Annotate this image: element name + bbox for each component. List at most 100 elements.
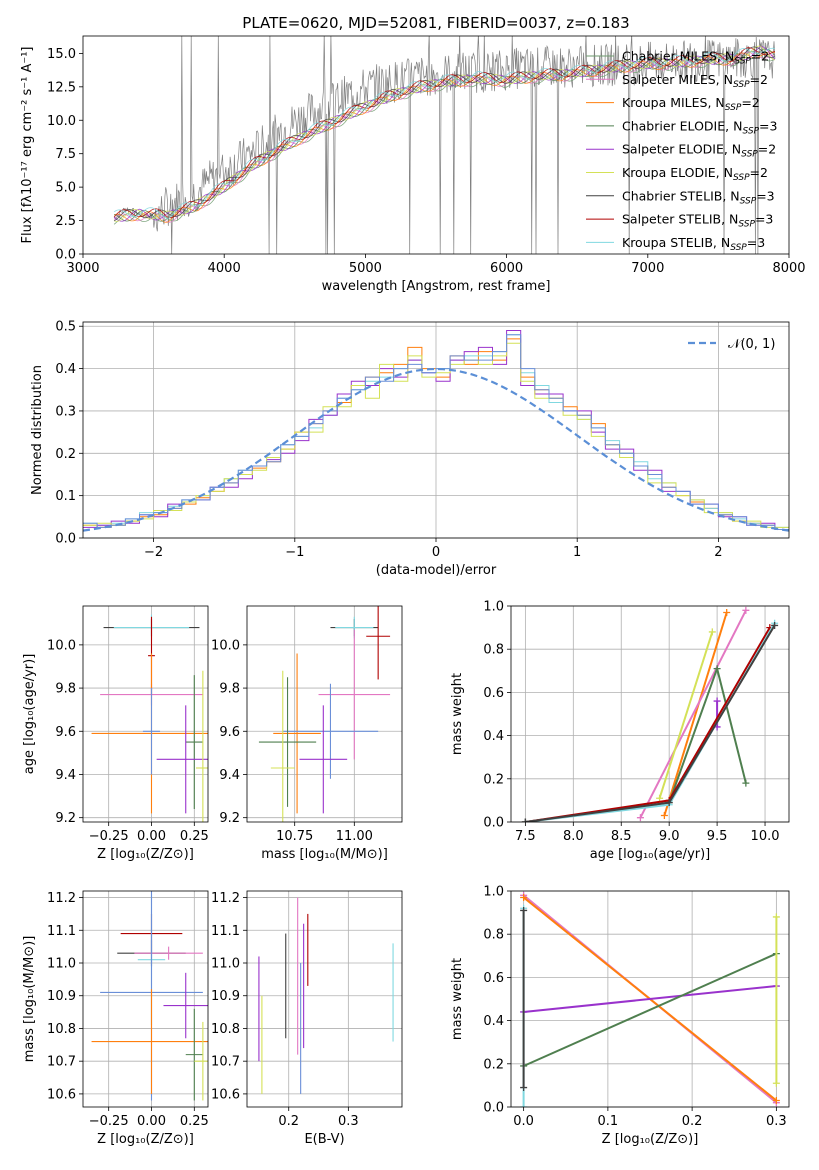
legend-label: Salpeter MILES, NSSP=2	[622, 72, 768, 90]
y-tick-label: 0.1	[55, 489, 76, 504]
point-marker	[742, 779, 750, 787]
y-tick-label: 10.7	[47, 1055, 76, 1070]
point-marker	[520, 1103, 528, 1107]
y-tick-label: 15.0	[47, 47, 76, 62]
x-tick-label: 0.3	[338, 1114, 359, 1129]
x-tick-label: 7.5	[515, 829, 536, 844]
y-tick-label: 9.2	[55, 811, 76, 826]
y-tick-label: 10.6	[211, 1087, 240, 1102]
point-marker	[713, 697, 721, 705]
series-line-kroupa-elodie	[658, 631, 714, 799]
x-tick-label: 0.0	[513, 1114, 534, 1129]
point-marker	[742, 606, 750, 614]
model-line-chabrier-elodie	[113, 48, 776, 222]
y-tick-label: 11.1	[211, 924, 240, 939]
panel-weight_vs_age: 7.5 8.0 8.5 9.0 9.5 10.0 0.0 0.2 0.4 0.6 0.8 1.0 age…	[450, 600, 790, 862]
legend-label: Chabrier MILES, NSSP=2	[622, 49, 769, 67]
x-axis-label: E(B-V)	[304, 1132, 344, 1147]
plot-area	[113, 36, 776, 254]
y-tick-label: 10.0	[211, 638, 240, 653]
y-tick-label: 0.6	[483, 686, 504, 701]
y-tick-label: 10.6	[47, 1087, 76, 1102]
x-tick-label: 1	[573, 545, 581, 560]
point-marker	[660, 812, 668, 820]
y-tick-label: 10.9	[211, 989, 240, 1004]
x-tick-label: 10.0	[751, 829, 780, 844]
y-tick-label: 11.0	[47, 957, 76, 972]
legend-label: Salpeter ELODIE, NSSP=2	[622, 142, 776, 160]
x-tick-label: 0	[432, 545, 440, 560]
point-marker	[636, 814, 644, 822]
y-tick-label: 10.8	[211, 1022, 240, 1037]
x-tick-label: −0.25	[89, 1114, 129, 1129]
legend-label: Kroupa MILES, NSSP=2	[622, 95, 760, 113]
panel-mass_vs_Z: −0.25 0.00 0.25 10.6 10.7 10.8 10.9 11.0 11.1 11.…	[22, 890, 209, 1147]
axes-frame	[82, 321, 790, 539]
axes-frame	[510, 605, 790, 823]
x-tick-label: 8.0	[563, 829, 584, 844]
model-line-salpeter-stelib	[113, 47, 776, 219]
legend-label: Chabrier ELODIE, NSSP=3	[622, 118, 777, 136]
y-axis-label: Flux [fλ10⁻¹⁷ erg cm⁻² s⁻¹ A⁻¹]	[20, 47, 35, 244]
x-tick-label: 0.00	[137, 829, 166, 844]
y-axis-label: age [log₁₀(age/yr)]	[22, 654, 37, 775]
x-tick-label: 0.3	[766, 1114, 787, 1129]
histogram-step-steelblue	[83, 334, 789, 530]
y-tick-label: 10.8	[47, 1022, 76, 1037]
y-axis-label: Normed distribution	[30, 365, 45, 495]
point-marker	[708, 628, 716, 636]
y-tick-label: 0.6	[483, 971, 504, 986]
x-tick-label: 2	[714, 545, 722, 560]
y-tick-label: 11.1	[47, 924, 76, 939]
point-marker	[520, 906, 528, 914]
y-tick-label: 0.2	[55, 447, 76, 462]
plot-area	[83, 330, 789, 532]
legend: Chabrier MILES, NSSP=2 Salpeter MILES, NS…	[586, 49, 777, 253]
y-tick-label: 9.8	[55, 682, 76, 697]
series-line-salpeter-elodie	[523, 985, 777, 1013]
x-tick-label: 0.1	[598, 1114, 619, 1129]
plot-area	[258, 606, 391, 822]
y-tick-label: 11.0	[211, 957, 240, 972]
point-marker	[771, 621, 779, 629]
series-line-salpeter-stelib	[525, 627, 771, 822]
x-axis-label: Z [log₁₀(Z/Z⊙)]	[97, 847, 194, 862]
x-axis-label: mass [log₁₀(M/M⊙)]	[261, 847, 388, 862]
plot-area	[91, 891, 208, 1101]
panel-spectrum: 3000 4000 5000 6000 7000 8000 0.0 2.5 5.0 7.5 10.0…	[20, 14, 806, 294]
x-tick-label: 0.2	[278, 1114, 299, 1129]
y-tick-label: 12.5	[47, 80, 76, 95]
legend-label: Kroupa ELODIE, NSSP=2	[622, 165, 768, 183]
x-tick-label: 8.5	[611, 829, 632, 844]
point-marker	[723, 608, 731, 616]
panel-age_vs_mass: 10.75 11.00 9.2 9.4 9.6 9.8 10.0 mass [log₁₀(M/…	[211, 605, 403, 862]
y-tick-label: 0.0	[483, 816, 504, 831]
y-tick-label: 5.0	[55, 181, 76, 196]
y-tick-label: 1.0	[483, 885, 504, 900]
series-line-chabrier-stelib	[525, 624, 776, 822]
y-tick-label: 0.0	[55, 532, 76, 547]
y-tick-label: 11.2	[47, 891, 76, 906]
series-line-chabrier-elodie	[525, 665, 747, 822]
y-tick-label: 0.8	[483, 928, 504, 943]
panel-residuals: −2 −1 0 1 2 0.0 0.1 0.2 0.3 0.4 0.5 (data-model)/er…	[30, 320, 790, 578]
model-line-kroupa-stelib	[113, 47, 775, 219]
normal-curve	[83, 367, 789, 532]
x-tick-label: 10.75	[276, 829, 313, 844]
y-tick-label: 0.5	[55, 320, 76, 335]
y-tick-label: 9.2	[219, 811, 240, 826]
x-tick-label: 7000	[631, 261, 664, 276]
y-tick-label: 10.9	[47, 989, 76, 1004]
series-line-salpeter-miles	[639, 609, 747, 819]
y-tick-label: 9.4	[55, 768, 76, 783]
x-tick-label: 9.5	[707, 829, 728, 844]
axes-frame	[246, 605, 403, 823]
x-tick-label: 0.25	[180, 1114, 209, 1129]
y-tick-label: 0.0	[55, 248, 76, 263]
x-tick-label: 8000	[772, 261, 805, 276]
axes-frame	[82, 890, 209, 1108]
x-tick-label: 0.00	[137, 1114, 166, 1129]
series-line-chabrier-elodie	[523, 952, 777, 1067]
y-tick-label: 2.5	[55, 214, 76, 229]
